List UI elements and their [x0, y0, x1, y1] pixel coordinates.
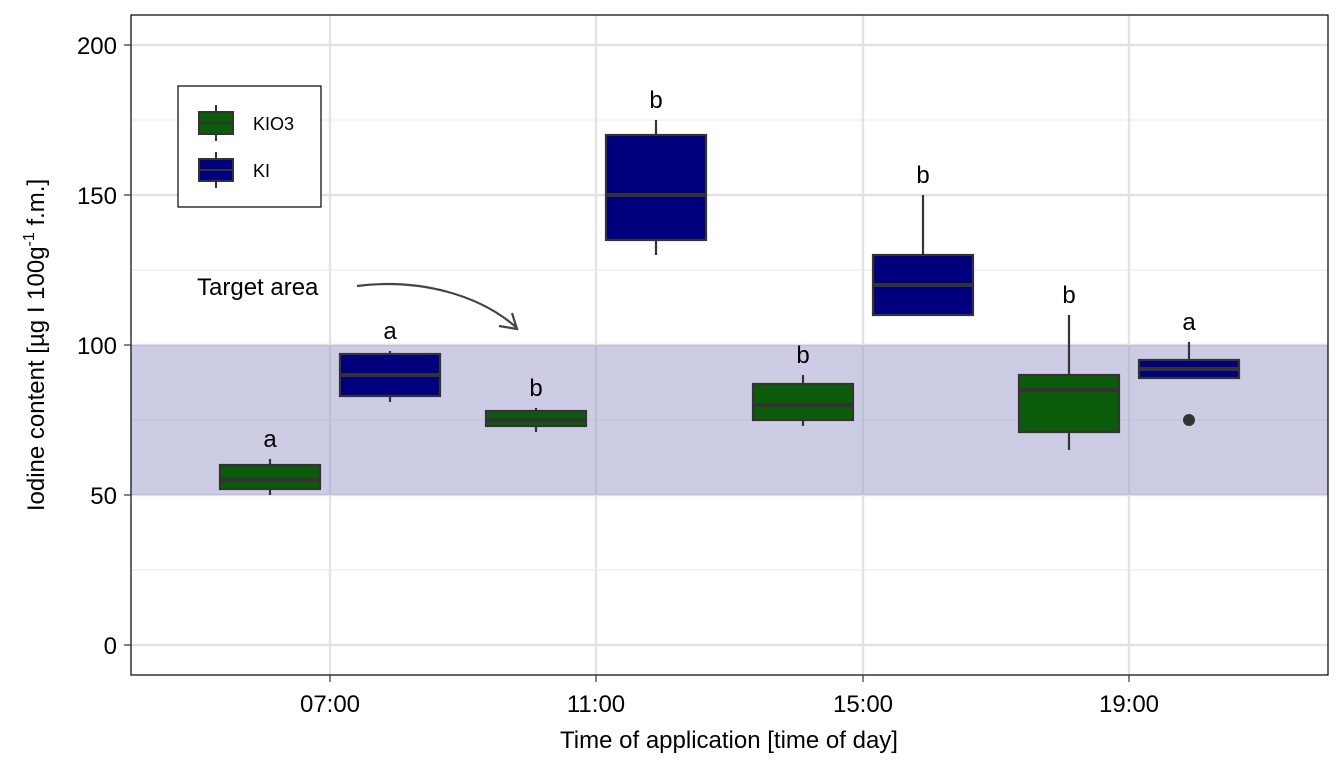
box-kio3-1100	[484, 408, 588, 432]
y-axis-title-superscript: -1	[21, 232, 38, 246]
x-tick-label: 19:00	[1099, 691, 1159, 718]
box-ki-1900	[1137, 342, 1241, 426]
significance-label: a	[1182, 309, 1196, 336]
y-tick-label: 100	[77, 333, 117, 360]
significance-labels: a b b b a b b a	[263, 87, 1196, 453]
target-band-layer	[131, 345, 1328, 495]
y-axis-title: Iodine content [µg I 100g-1 f.m.]	[21, 179, 50, 511]
y-tick-label: 0	[104, 633, 117, 660]
box-body	[751, 382, 855, 422]
significance-label: a	[383, 318, 397, 345]
x-tick-label: 11:00	[567, 691, 625, 718]
x-axis: 07:00 11:00 15:00 19:00	[300, 675, 1159, 718]
x-axis-title: Time of application [time of day]	[560, 727, 898, 754]
significance-label: b	[649, 87, 662, 114]
legend: KIO3 KI	[177, 85, 322, 208]
significance-label: a	[263, 426, 277, 453]
legend-box	[177, 85, 322, 208]
box-kio3-1500	[751, 375, 855, 426]
boxes-layer	[218, 120, 1241, 495]
legend-entry-ki: KI	[198, 152, 270, 188]
annotation-arrow	[356, 282, 518, 329]
x-tick-label: 15:00	[833, 691, 893, 718]
box-ki-1100	[604, 120, 708, 255]
y-axis: 0 50 100 150 200	[77, 33, 131, 660]
x-tick-label: 07:00	[300, 691, 360, 718]
legend-entry-kio3: KIO3	[198, 105, 294, 141]
legend-label: KIO3	[253, 114, 294, 134]
target-band	[131, 345, 1328, 495]
box-kio3-0700	[218, 459, 322, 495]
box-ki-0700	[338, 351, 442, 402]
box-body	[1017, 373, 1121, 434]
annotation-target-area: Target area	[197, 274, 319, 301]
legend-label: KI	[253, 161, 270, 181]
y-axis-title-unit: f.m.]	[23, 179, 50, 232]
box-body	[218, 463, 322, 491]
annotation-arrowhead	[498, 312, 519, 331]
significance-label: b	[796, 342, 809, 369]
y-tick-label: 50	[90, 483, 117, 510]
y-tick-label: 200	[77, 33, 117, 60]
box-kio3-1900	[1017, 315, 1121, 450]
box-body	[604, 133, 708, 242]
outlier-point	[1183, 414, 1195, 426]
y-tick-label: 150	[77, 183, 117, 210]
significance-label: b	[1062, 282, 1075, 309]
significance-label: b	[529, 375, 542, 402]
significance-label: b	[916, 162, 929, 189]
y-axis-title-main: Iodine content [µg I 100g	[23, 246, 50, 511]
box-ki-1500	[871, 195, 975, 317]
